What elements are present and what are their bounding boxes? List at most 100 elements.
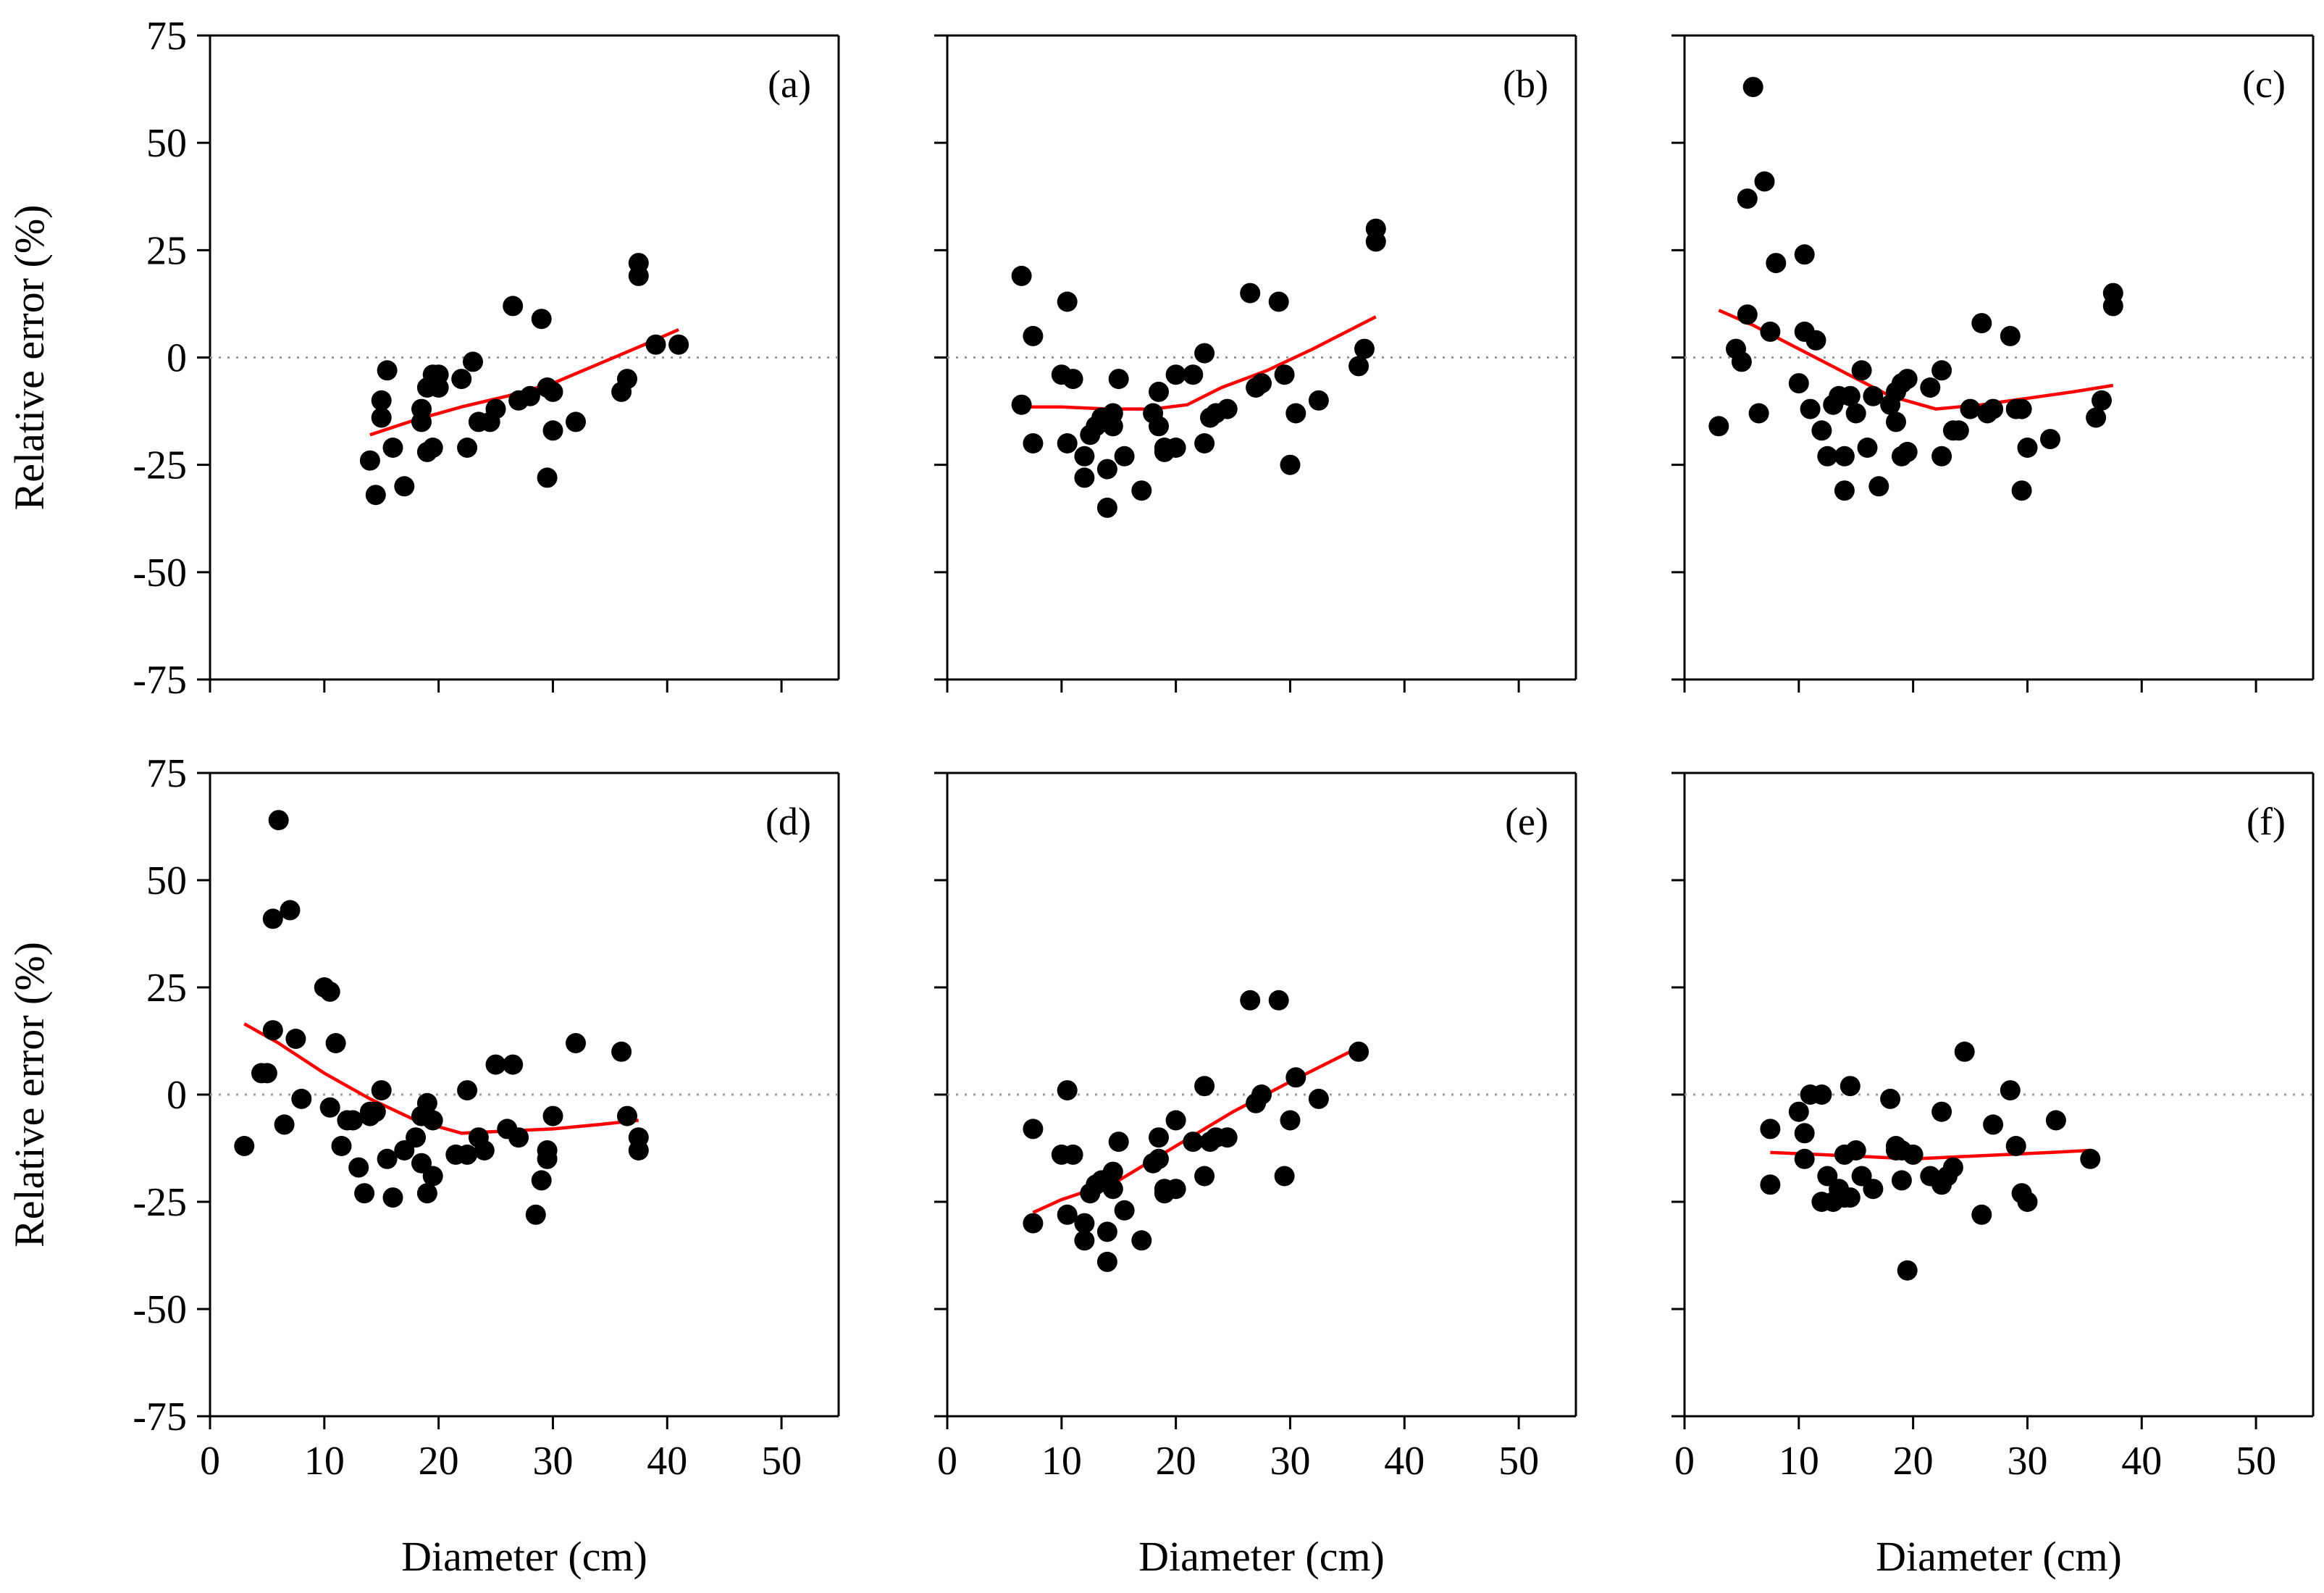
data-point [2040,429,2060,450]
panel-label: (f) [2247,800,2286,843]
data-point [1788,1101,1809,1122]
data-point [1931,446,1952,467]
y-axis-title: Relative error (%) [6,942,53,1247]
y-tick-label: 75 [146,14,187,59]
data-point [1183,364,1204,385]
data-point [331,1136,352,1156]
panel-a: 75 50 25 0 -25 -50 -75 (a) Relative error (%) [6,14,840,703]
x-tick-label: 40 [1384,1439,1425,1484]
data-point [274,1114,295,1135]
x-tick-label: 10 [1779,1439,1819,1484]
data-point [1811,1084,1832,1105]
data-point [1971,1204,1992,1225]
data-point [2017,1192,2038,1212]
data-point [1074,446,1095,467]
data-point [503,1054,524,1075]
panel-e: 0 10 20 30 40 50 (e) Diameter (cm) [934,772,1577,1580]
data-point [1800,398,1821,419]
data-point [542,1105,563,1126]
data-point [1280,454,1301,475]
data-point [2011,480,2032,501]
data-point [1766,253,1787,274]
data-point [1794,1123,1815,1144]
data-point [2086,407,2107,428]
data-point [377,360,398,381]
data-point [371,407,392,428]
data-point [1023,325,1044,346]
data-point [1863,385,1884,406]
data-point [508,1127,529,1148]
x-tick-label: 30 [1270,1439,1310,1484]
data-point [2102,296,2123,317]
data-point [1096,1221,1117,1242]
data-point [354,1183,375,1204]
data-point [531,309,552,330]
data-point [1102,1161,1123,1182]
data-point [1096,497,1117,518]
data-point [1114,446,1135,467]
data-point [1983,1114,2004,1135]
data-point [1811,420,1832,441]
data-point [1983,398,2004,419]
data-point [1023,1119,1044,1140]
data-point [1011,265,1032,286]
data-point [1240,283,1261,304]
x-tick-label: 0 [200,1439,220,1484]
data-point [422,1110,443,1131]
data-point [428,364,449,385]
panel-label: (c) [2242,62,2286,106]
data-point [406,1127,427,1148]
data-point [1817,446,1838,467]
data-point [256,1063,277,1084]
data-point [451,369,472,390]
panel-label: (a) [768,62,811,106]
data-point [2000,1080,2021,1101]
data-point [1057,291,1078,312]
data-point [1931,360,1952,381]
data-point [1285,403,1306,424]
data-point [1114,1200,1135,1221]
data-point [542,381,563,402]
data-point [566,1033,586,1053]
x-tick-label: 30 [532,1439,573,1484]
data-point [1240,990,1261,1011]
x-tick-label: 20 [419,1439,459,1484]
x-axis-title: Diameter (cm) [401,1533,647,1580]
data-point [2080,1148,2101,1169]
y-tick-label: 25 [146,966,187,1011]
panel-label: (d) [765,800,811,843]
data-point [1731,351,1752,372]
data-point [1011,394,1032,415]
data-point [485,1054,506,1075]
data-point [1274,1166,1295,1187]
data-point [343,1110,364,1131]
x-tick-label: 0 [937,1439,957,1484]
data-point [1023,433,1044,453]
data-point [422,1166,443,1187]
data-point [1886,411,1906,432]
data-point [1251,1084,1272,1105]
data-point [1165,1179,1186,1200]
data-point [1251,373,1272,394]
data-point [1748,403,1769,424]
data-point [262,1020,283,1041]
data-point [1794,244,1815,265]
data-point [1760,1174,1781,1195]
data-point [422,438,443,458]
data-point [2017,438,2038,458]
data-point [1737,188,1758,209]
data-point [371,1080,392,1101]
x-tick-label: 30 [2007,1439,2047,1484]
data-point [1057,1080,1078,1101]
x-axis-title: Diameter (cm) [1138,1533,1385,1580]
data-point [463,351,483,372]
trend-line [1770,1148,2091,1161]
data-point [1194,1076,1215,1097]
data-point [1354,338,1375,359]
data-point [377,1148,398,1169]
x-tick-label: 0 [1674,1439,1695,1484]
data-point [1194,343,1215,364]
data-point [1149,1148,1169,1169]
x-tick-label: 40 [2121,1439,2162,1484]
data-point [382,438,403,458]
